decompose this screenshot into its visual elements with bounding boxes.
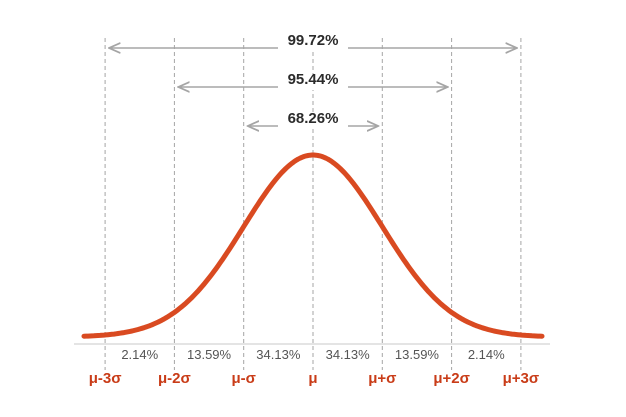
bell-curve	[81, 152, 545, 339]
sigma-label: μ-3σ	[89, 370, 122, 387]
segment-percentage: 2.14%	[121, 347, 158, 362]
segment-percentage: 13.59%	[395, 347, 440, 362]
range-label-backdrop	[278, 35, 348, 51]
segment-percentage: 13.59%	[187, 347, 232, 362]
sigma-label: μ+2σ	[433, 370, 470, 387]
segment-percentage: 34.13%	[326, 347, 371, 362]
sigma-label: μ	[308, 370, 317, 387]
range-label-backdrop	[278, 113, 348, 129]
sigma-label: μ-σ	[231, 370, 255, 387]
sigma-axis-labels: μ-3σ μ-2σ μ-σ μ μ+σ μ+2σ μ+3σ	[89, 370, 539, 387]
segment-percentages: 2.14% 13.59% 34.13% 34.13% 13.59% 2.14%	[121, 347, 505, 362]
range-percentage-label: 99.72%	[288, 32, 339, 49]
sigma-label: μ-2σ	[158, 370, 191, 387]
range-arrows: 99.72% 95.44% 68.26%	[109, 32, 517, 129]
range-percentage-label: 95.44%	[288, 71, 339, 88]
sigma-label: μ+3σ	[503, 370, 540, 387]
segment-percentage: 34.13%	[256, 347, 301, 362]
range-percentage-label: 68.26%	[288, 110, 339, 127]
range-label-backdrop	[278, 74, 348, 90]
sigma-label: μ+σ	[368, 370, 396, 387]
segment-percentage: 2.14%	[468, 347, 505, 362]
